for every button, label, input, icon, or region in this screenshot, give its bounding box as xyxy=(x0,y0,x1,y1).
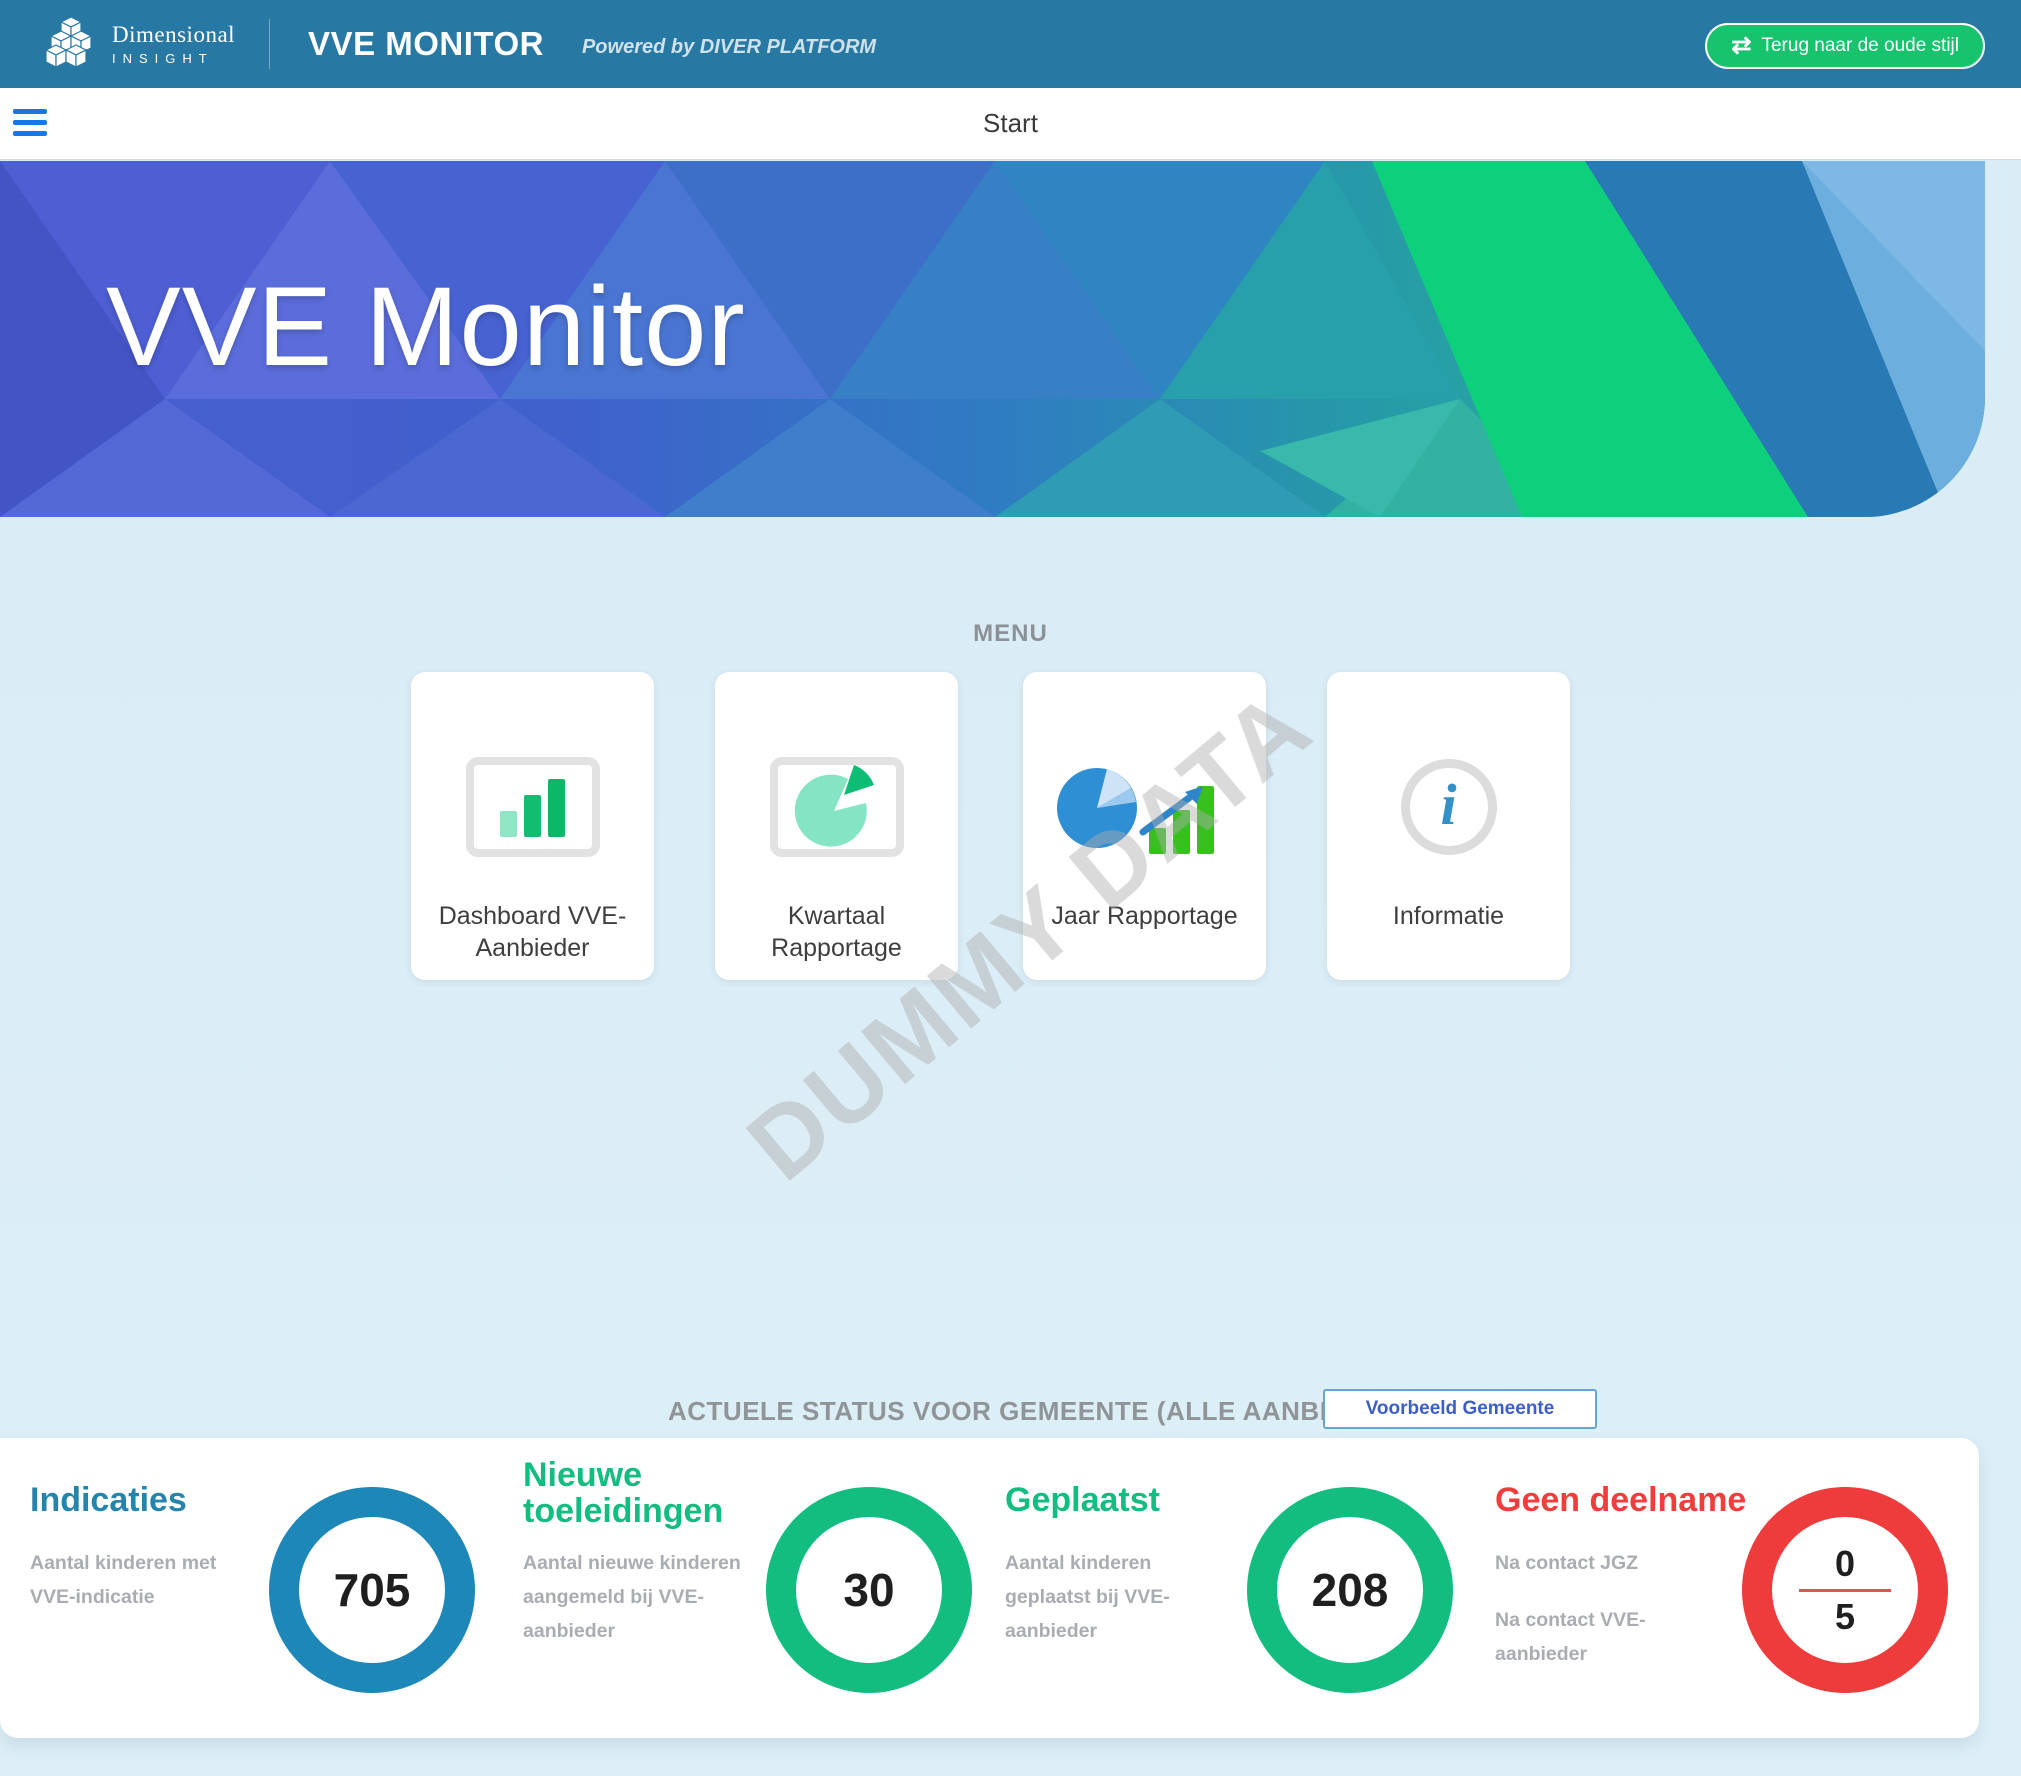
pie-and-bar-chart-icon xyxy=(1056,768,1214,854)
stat-title-geplaatst: Geplaatst xyxy=(1005,1481,1160,1519)
pie-chart-icon xyxy=(769,757,904,857)
stat-desc-na-contact-jgz: Na contact JGZ xyxy=(1495,1552,1639,1574)
stat-ring-indicaties: 705 xyxy=(269,1487,475,1693)
card-jaar-rapportage[interactable]: Jaar Rapportage xyxy=(1023,672,1266,980)
card-label: Jaar Rapportage xyxy=(1051,902,1238,930)
hero-title: VVE Monitor xyxy=(106,264,746,389)
powered-by-label: Powered by DIVER PLATFORM xyxy=(581,35,877,58)
page-title: Start xyxy=(983,108,1038,138)
stat-value-denominator: 5 xyxy=(1834,1595,1856,1637)
stat-value-nieuwe-toeleidingen: 30 xyxy=(843,1564,895,1616)
stat-title-indicaties: Indicaties xyxy=(30,1481,187,1519)
status-heading: ACTUELE STATUS VOOR GEMEENTE (ALLE AANBI… xyxy=(668,1396,1429,1426)
fraction-divider xyxy=(1799,1588,1891,1592)
logo-text-dimensional: Dimensional xyxy=(112,22,236,47)
stat-title-geen-deelname: Geen deelname xyxy=(1495,1481,1747,1519)
stat-ring-geen-deelname: 0 5 xyxy=(1742,1487,1948,1693)
stat-ring-nieuwe-toeleidingen: 30 xyxy=(766,1487,972,1693)
menu-heading: MENU xyxy=(973,620,1048,647)
stat-desc-geplaatst: Aantal kinderen geplaatst bij VVE-aanbie… xyxy=(1005,1552,1170,1643)
stat-ring-geplaatst: 208 xyxy=(1247,1487,1453,1693)
low-poly-background xyxy=(0,161,1985,517)
card-kwartaal-rapportage[interactable]: Kwartaal Rapportage xyxy=(715,672,958,980)
stat-value-geplaatst: 208 xyxy=(1311,1564,1389,1616)
stat-title-nieuwe-toeleidingen: Nieuwe toeleidingen xyxy=(523,1456,724,1530)
stats-panel: Indicaties Aantal kinderen met VVE-indic… xyxy=(0,1438,1979,1738)
logo-text-insight: INSIGHT xyxy=(112,51,214,66)
card-label: Dashboard VVE- Aanbieder xyxy=(438,902,627,962)
stat-desc-indicaties: Aantal kinderen met VVE-indicatie xyxy=(30,1552,217,1609)
card-informatie[interactable]: i Informatie xyxy=(1327,672,1570,980)
stat-value-indicaties: 705 xyxy=(333,1564,411,1616)
hero-banner xyxy=(0,161,1985,517)
swap-arrows-icon: ⇄ xyxy=(1731,32,1752,59)
card-label: Informatie xyxy=(1392,902,1505,930)
app-header: Dimensional INSIGHT VVE MONITOR Powered … xyxy=(0,0,2021,88)
back-to-old-style-button[interactable]: ⇄ Terug naar de oude stijl xyxy=(1705,23,1985,69)
stat-desc-nieuwe-toeleidingen: Aantal nieuwe kinderen aangemeld bij VVE… xyxy=(523,1552,741,1643)
cubes-logo-icon xyxy=(44,15,98,73)
info-icon: i xyxy=(1400,759,1497,855)
nav-bar: Start xyxy=(0,88,2021,160)
dimensional-insight-logo: Dimensional INSIGHT xyxy=(44,15,236,73)
stat-desc-na-contact-vve: Na contact VVE-aanbieder xyxy=(1495,1609,1646,1666)
card-dashboard-vve-aanbieder[interactable]: Dashboard VVE- Aanbieder xyxy=(411,672,654,980)
gemeente-selector[interactable]: Voorbeeld Gemeente xyxy=(1323,1389,1597,1429)
stat-value-numerator: 0 xyxy=(1834,1542,1856,1584)
bar-chart-icon xyxy=(465,757,600,857)
card-label: Kwartaal Rapportage xyxy=(771,902,902,962)
app-title: VVE MONITOR xyxy=(308,25,544,62)
hamburger-menu-icon[interactable] xyxy=(13,109,49,139)
header-divider xyxy=(269,19,271,69)
back-button-label: Terug naar de oude stijl xyxy=(1761,35,1959,56)
